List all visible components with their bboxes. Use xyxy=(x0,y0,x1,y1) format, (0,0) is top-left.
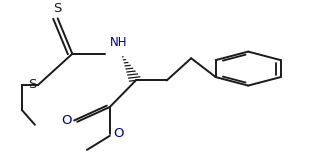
Text: O: O xyxy=(61,114,71,127)
Text: NH: NH xyxy=(110,36,127,49)
Text: S: S xyxy=(28,78,37,91)
Text: O: O xyxy=(114,127,124,140)
Text: S: S xyxy=(54,2,62,15)
